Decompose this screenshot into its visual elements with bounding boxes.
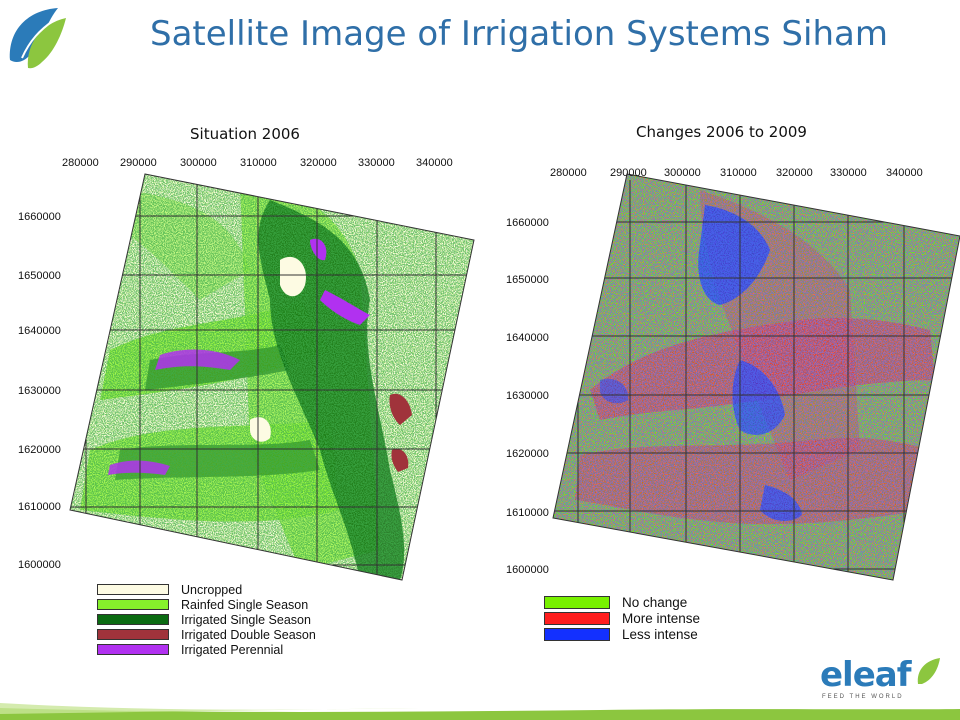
left-map bbox=[70, 174, 474, 580]
legend-item: Rainfed Single Season bbox=[97, 597, 316, 612]
right-y-tick: 1650000 bbox=[506, 274, 549, 286]
legend-swatch bbox=[544, 627, 610, 641]
right-x-tick: 310000 bbox=[720, 167, 757, 179]
leaf-icon bbox=[917, 658, 940, 684]
right-x-tick: 290000 bbox=[610, 167, 647, 179]
legend-label: Rainfed Single Season bbox=[181, 597, 309, 612]
legend-label: No change bbox=[622, 594, 688, 610]
right-x-tick: 330000 bbox=[830, 167, 867, 179]
right-map-title: Changes 2006 to 2009 bbox=[636, 123, 807, 141]
page-title: Satellite Image of Irrigation Systems Si… bbox=[150, 14, 888, 54]
right-x-tick: 300000 bbox=[664, 167, 701, 179]
legend-label: Less intense bbox=[622, 626, 698, 642]
left-x-tick: 300000 bbox=[180, 157, 217, 169]
right-y-tick: 1660000 bbox=[506, 217, 549, 229]
left-y-tick: 1660000 bbox=[18, 211, 61, 223]
left-y-tick: 1640000 bbox=[18, 325, 61, 337]
left-y-tick: 1630000 bbox=[18, 385, 61, 397]
right-y-tick: 1600000 bbox=[506, 564, 549, 576]
right-y-tick: 1620000 bbox=[506, 448, 549, 460]
right-legend: No change More intense Less intense bbox=[544, 594, 700, 642]
legend-label: Irrigated Perennial bbox=[181, 642, 284, 657]
brand-tagline: FEED THE WORLD bbox=[822, 694, 904, 700]
legend-item: No change bbox=[544, 594, 700, 610]
legend-swatch bbox=[544, 611, 610, 625]
satellite-maps: 280000 290000 300000 310000 320000 33000… bbox=[18, 157, 960, 581]
right-x-tick: 280000 bbox=[550, 167, 587, 179]
left-x-tick: 320000 bbox=[300, 157, 337, 169]
left-x-tick: 280000 bbox=[62, 157, 99, 169]
legend-swatch bbox=[97, 644, 169, 655]
left-y-tick: 1610000 bbox=[18, 501, 61, 513]
legend-label: Irrigated Single Season bbox=[181, 612, 311, 627]
legend-item: Less intense bbox=[544, 626, 700, 642]
right-x-tick: 320000 bbox=[776, 167, 813, 179]
legend-swatch bbox=[97, 599, 169, 610]
right-map bbox=[553, 174, 960, 580]
legend-swatch bbox=[97, 614, 169, 625]
legend-item: Irrigated Single Season bbox=[97, 612, 316, 627]
right-y-tick: 1630000 bbox=[506, 390, 549, 402]
legend-item: Irrigated Perennial bbox=[97, 642, 316, 657]
legend-swatch bbox=[97, 584, 169, 595]
left-x-tick: 310000 bbox=[240, 157, 277, 169]
leaf-logo-icon bbox=[9, 8, 66, 69]
legend-swatch bbox=[97, 629, 169, 640]
right-y-tick: 1610000 bbox=[506, 507, 549, 519]
right-x-tick: 340000 bbox=[886, 167, 923, 179]
legend-label: More intense bbox=[622, 610, 701, 626]
left-x-tick: 330000 bbox=[358, 157, 395, 169]
left-legend: Uncropped Rainfed Single Season Irrigate… bbox=[97, 582, 316, 657]
brand-wordmark: eleaf bbox=[820, 655, 913, 695]
legend-swatch bbox=[544, 595, 610, 609]
legend-item: Uncropped bbox=[97, 582, 316, 597]
left-x-tick: 340000 bbox=[416, 157, 453, 169]
left-y-tick: 1620000 bbox=[18, 444, 61, 456]
left-y-tick: 1600000 bbox=[18, 559, 61, 571]
legend-label: Irrigated Double Season bbox=[181, 627, 316, 642]
left-x-tick: 290000 bbox=[120, 157, 157, 169]
legend-label: Uncropped bbox=[181, 582, 243, 597]
right-y-tick: 1640000 bbox=[506, 332, 549, 344]
legend-item: Irrigated Double Season bbox=[97, 627, 316, 642]
left-map-title: Situation 2006 bbox=[190, 125, 300, 143]
legend-item: More intense bbox=[544, 610, 700, 626]
eleaf-logo: eleaf FEED THE WORLD bbox=[820, 655, 940, 700]
left-y-tick: 1650000 bbox=[18, 270, 61, 282]
bottom-swoosh bbox=[0, 703, 960, 720]
